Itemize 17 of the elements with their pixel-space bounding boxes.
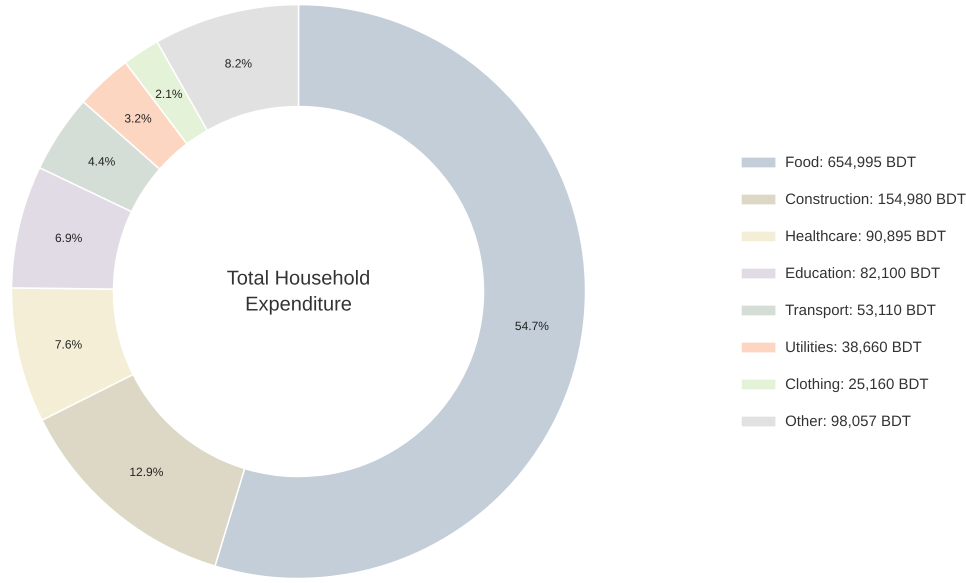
data-label: 2.1% (155, 87, 183, 102)
legend-label: Food: 654,995 BDT (785, 154, 916, 170)
legend-label: Utilities: 38,660 BDT (785, 338, 922, 356)
data-label: 6.9% (55, 230, 83, 245)
text: Total Household Expenditure (226, 267, 370, 316)
legend-label: Healthcare: 90,895 BDT (785, 228, 946, 244)
legend-label: Other: 98,057 BDT (785, 412, 911, 430)
data-label: 12.9% (129, 464, 164, 479)
data-label: 4.4% (88, 154, 116, 168)
legend-label: Construction: 154,980 BDT (785, 190, 966, 208)
legend-label: Clothing: 25,160 BDT (785, 376, 928, 392)
data-label: 54.7% (514, 319, 550, 334)
legend-label: Transport: 53,110 BDT (785, 302, 936, 318)
legend-label: Education: 82,100 BDT (785, 264, 940, 282)
data-label: 8.2% (224, 56, 252, 70)
data-label: 3.2% (124, 111, 152, 126)
data-label: 7.6% (54, 337, 83, 352)
